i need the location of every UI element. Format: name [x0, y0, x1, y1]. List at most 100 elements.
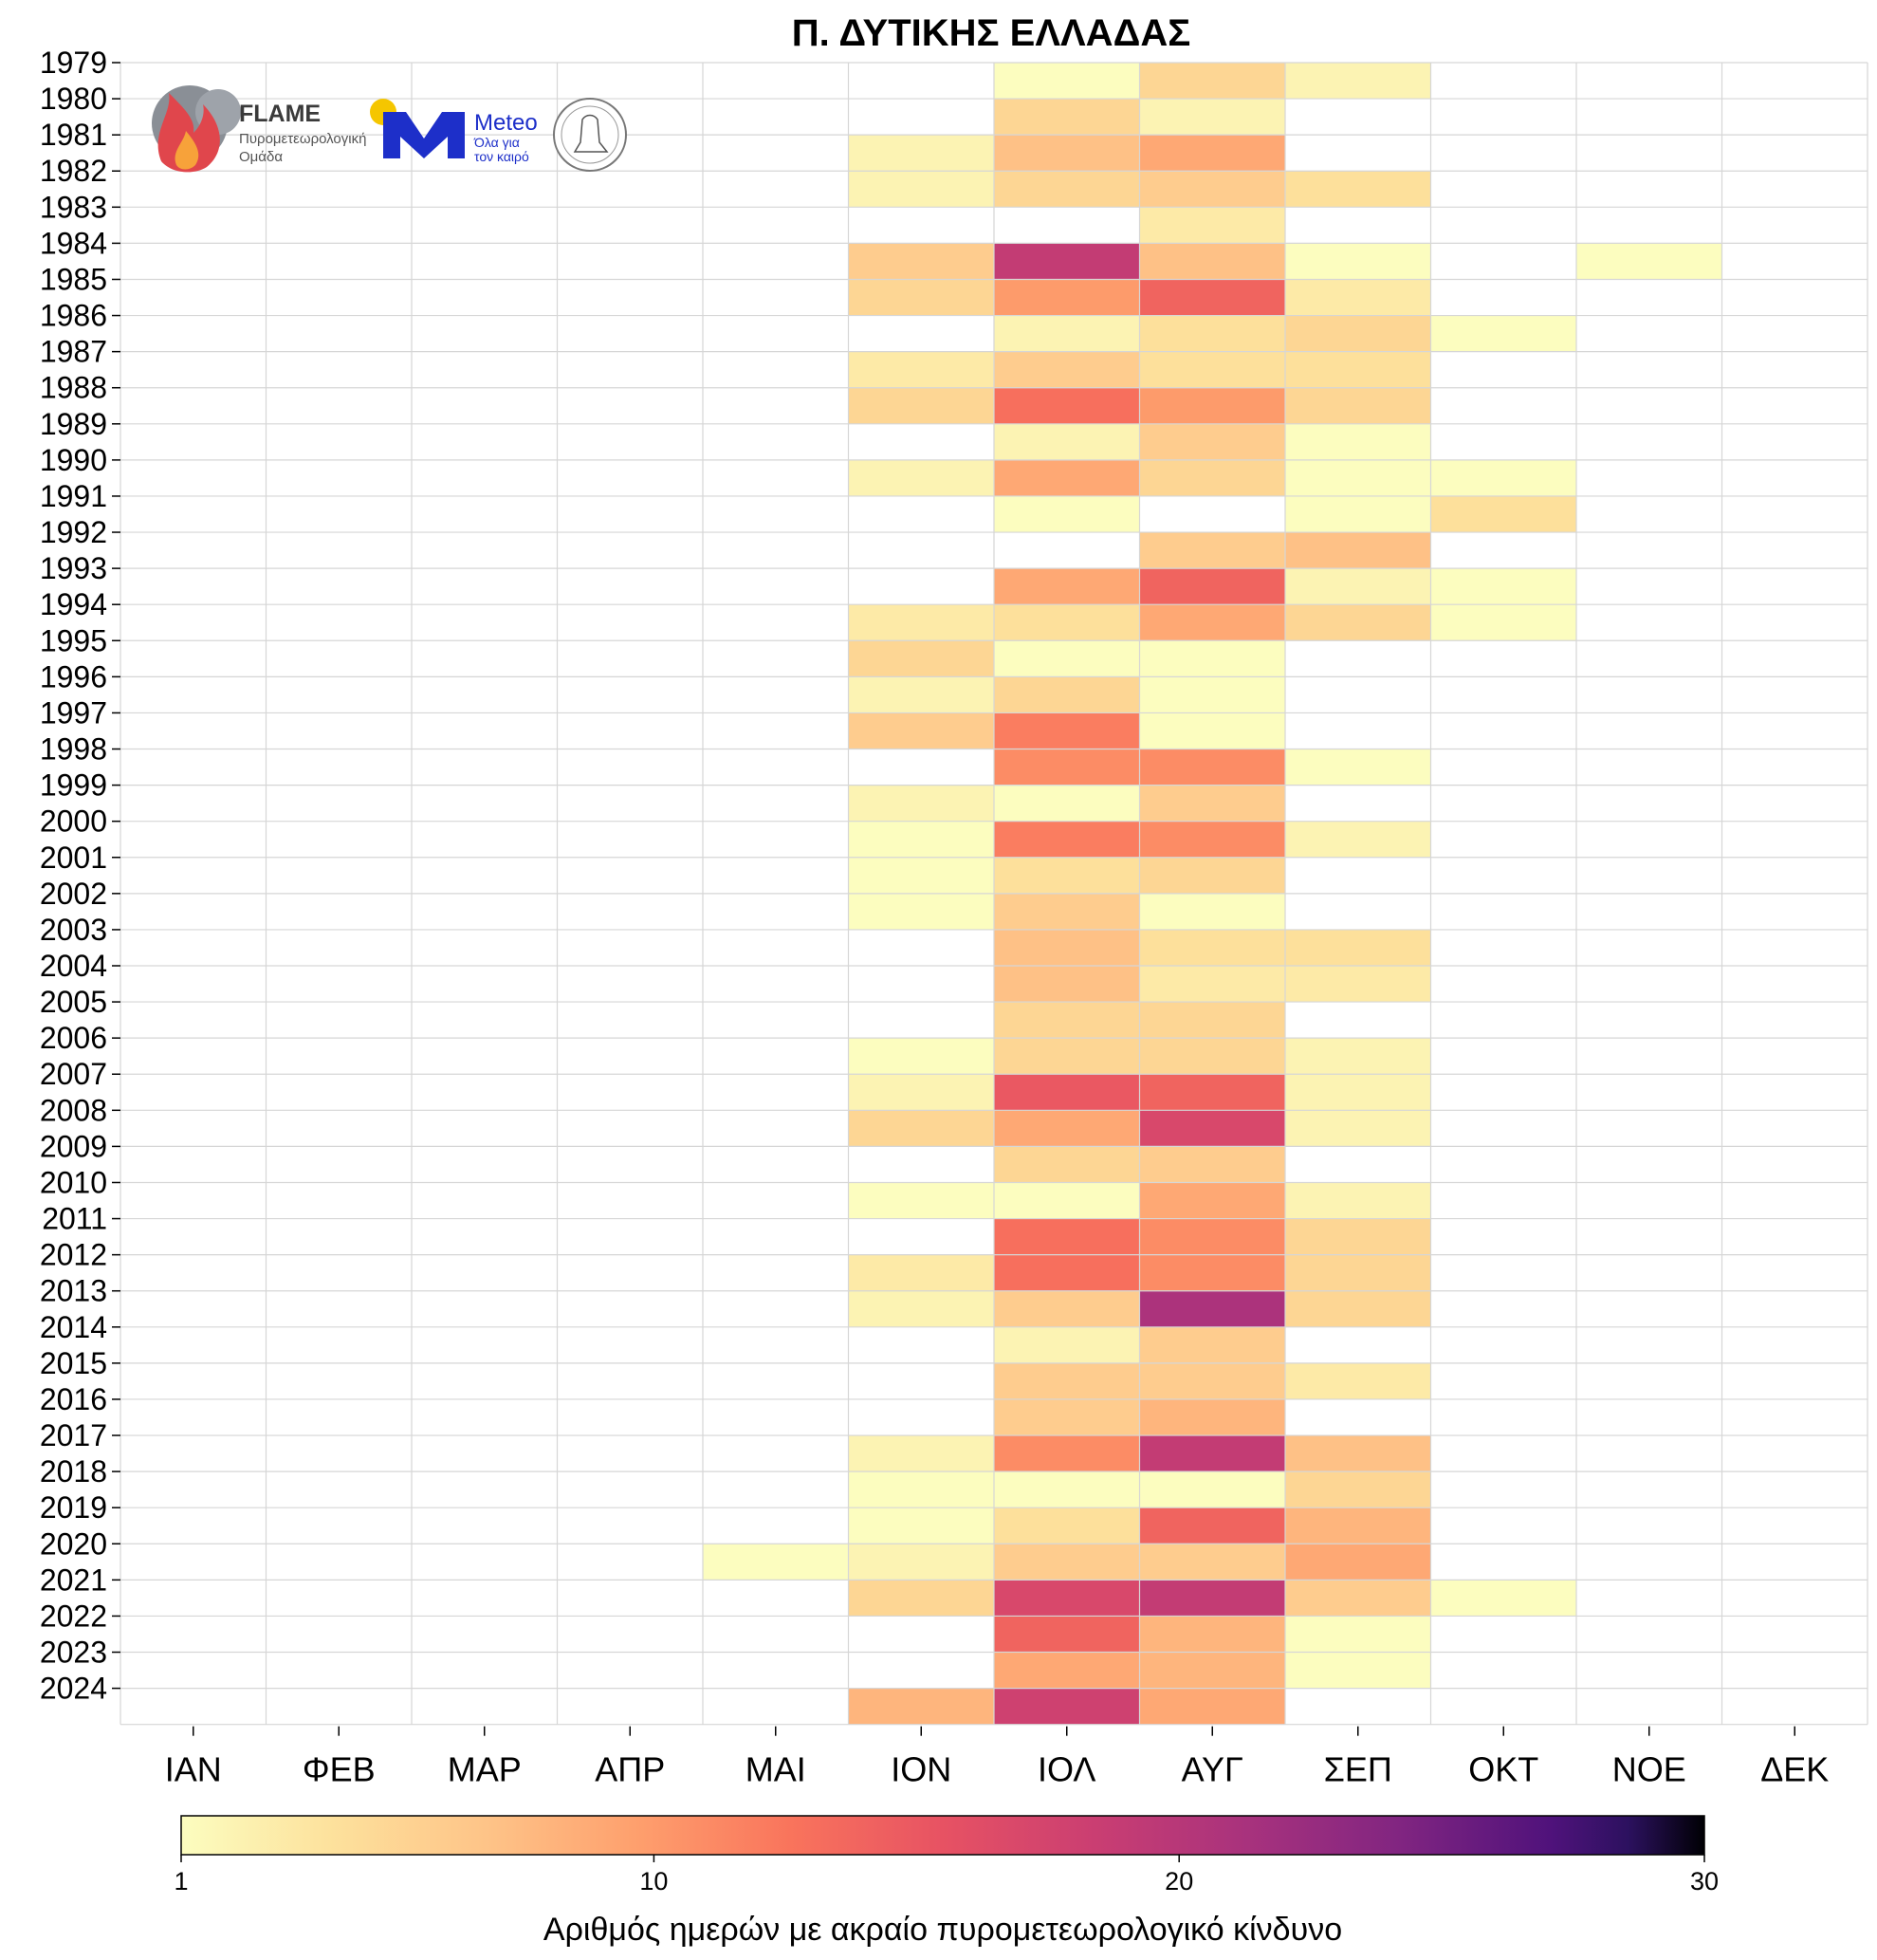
heatmap-cell-1985-ΣΕΠ	[1285, 279, 1431, 316]
heatmap-cell-1986-ΟΚΤ	[1430, 315, 1576, 352]
heatmap-cell-1992-ΣΕΠ	[1285, 532, 1431, 569]
year-label-2016: 2016	[40, 1382, 107, 1416]
year-label-1980: 1980	[40, 82, 107, 116]
heatmap-cell-1991-ΙΟΛ	[994, 495, 1140, 533]
heatmap-cell-1997-ΙΟΝ	[848, 712, 994, 749]
heatmap-cell-1999-ΑΥΓ	[1139, 785, 1285, 822]
year-label-1983: 1983	[40, 190, 107, 224]
heatmap-cell-2001-ΙΟΝ	[848, 857, 994, 894]
year-label-2008: 2008	[40, 1093, 107, 1127]
heatmap-cell-2015-ΣΕΠ	[1285, 1362, 1431, 1399]
heatmap-cell-1995-ΙΟΝ	[848, 640, 994, 677]
year-label-1990: 1990	[40, 443, 107, 477]
heatmap-cell-1993-ΙΟΛ	[994, 568, 1140, 605]
month-label-ΑΠΡ: ΑΠΡ	[595, 1750, 665, 1789]
heatmap-cell-2006-ΣΕΠ	[1285, 1038, 1431, 1075]
heatmap-cell-2000-ΙΟΝ	[848, 821, 994, 858]
heatmap-cell-2023-ΣΕΠ	[1285, 1652, 1431, 1689]
heatmap-cell-2018-ΙΟΝ	[848, 1471, 994, 1508]
flame-logo-name: FLAME	[239, 101, 321, 127]
month-label-ΑΥΓ: ΑΥΓ	[1182, 1750, 1243, 1789]
heatmap-cell-1994-ΟΚΤ	[1430, 604, 1576, 641]
year-label-1979: 1979	[40, 46, 107, 80]
heatmap-cell-2002-ΙΟΝ	[848, 893, 994, 930]
heatmap-cell-2012-ΣΕΠ	[1285, 1254, 1431, 1291]
heatmap-cell-2020-ΙΟΛ	[994, 1544, 1140, 1581]
heatmap-cell-2013-ΙΟΝ	[848, 1290, 994, 1327]
heatmap-cell-1995-ΙΟΛ	[994, 640, 1140, 677]
heatmap-cell-2016-ΑΥΓ	[1139, 1398, 1285, 1436]
heatmap-cell-2023-ΑΥΓ	[1139, 1652, 1285, 1689]
heatmap-cell-1986-ΙΟΛ	[994, 315, 1140, 352]
month-label-ΙΟΝ: ΙΟΝ	[891, 1750, 951, 1789]
heatmap-cell-1989-ΙΟΛ	[994, 423, 1140, 460]
year-label-2006: 2006	[40, 1021, 107, 1055]
heatmap-cell-1981-ΑΥΓ	[1139, 135, 1285, 172]
heatmap-cell-1990-ΑΥΓ	[1139, 459, 1285, 496]
month-label-ΜΑΡ: ΜΑΡ	[448, 1750, 522, 1789]
year-label-2022: 2022	[40, 1599, 107, 1633]
heatmap-cell-2021-ΙΟΛ	[994, 1580, 1140, 1617]
heatmap-cell-2007-ΑΥΓ	[1139, 1074, 1285, 1111]
heatmap-cell-1994-ΙΟΝ	[848, 604, 994, 641]
year-label-2018: 2018	[40, 1454, 107, 1488]
flame-logo: FLAME Πυρομετεωρολογική Ομάδα	[152, 85, 366, 173]
year-label-2015: 2015	[40, 1346, 107, 1380]
heatmap-cell-1994-ΣΕΠ	[1285, 604, 1431, 641]
heatmap-cell-1988-ΣΕΠ	[1285, 387, 1431, 424]
month-label-ΙΑΝ: ΙΑΝ	[165, 1750, 222, 1789]
heatmap-cell-2000-ΙΟΛ	[994, 821, 1140, 858]
heatmap-cell-1997-ΙΟΛ	[994, 712, 1140, 749]
year-label-1996: 1996	[40, 659, 107, 693]
heatmap-cell-2021-ΑΥΓ	[1139, 1580, 1285, 1617]
heatmap-cell-2014-ΙΟΛ	[994, 1326, 1140, 1363]
year-label-2023: 2023	[40, 1636, 107, 1670]
heatmap-cell-2011-ΣΕΠ	[1285, 1218, 1431, 1255]
heatmap-cell-2012-ΙΟΝ	[848, 1254, 994, 1291]
heatmap-cell-1980-ΙΟΛ	[994, 99, 1140, 136]
month-label-ΣΕΠ: ΣΕΠ	[1324, 1750, 1392, 1789]
heatmap-cell-2017-ΣΕΠ	[1285, 1435, 1431, 1472]
year-label-1981: 1981	[40, 118, 107, 152]
year-label-2007: 2007	[40, 1057, 107, 1091]
year-label-1985: 1985	[40, 262, 107, 296]
heatmap-cell-1987-ΙΟΛ	[994, 351, 1140, 388]
year-label-2001: 2001	[40, 841, 107, 875]
heatmap-cell-1982-ΣΕΠ	[1285, 171, 1431, 208]
heatmap-cell-1990-ΙΟΝ	[848, 459, 994, 496]
heatmap-cell-1988-ΙΟΛ	[994, 387, 1140, 424]
flame-logo-sub2: Ομάδα	[239, 149, 283, 165]
year-label-2020: 2020	[40, 1526, 107, 1561]
heatmap-cell-1993-ΟΚΤ	[1430, 568, 1576, 605]
heatmap-cell-1983-ΑΥΓ	[1139, 207, 1285, 244]
heatmap-cell-1985-ΑΥΓ	[1139, 279, 1285, 316]
heatmap-cell-2018-ΙΟΛ	[994, 1471, 1140, 1508]
observatory-seal	[553, 98, 627, 172]
heatmap-cell-2024-ΑΥΓ	[1139, 1688, 1285, 1725]
heatmap-cell-2018-ΣΕΠ	[1285, 1471, 1431, 1508]
year-label-2010: 2010	[40, 1165, 107, 1199]
year-label-1995: 1995	[40, 623, 107, 657]
heatmap-cell-2006-ΙΟΝ	[848, 1038, 994, 1075]
year-label-1987: 1987	[40, 335, 107, 369]
year-label-1982: 1982	[40, 154, 107, 188]
year-label-2021: 2021	[40, 1562, 107, 1597]
heatmap-cell-1999-ΙΟΝ	[848, 785, 994, 822]
heatmap-cell-2015-ΙΟΛ	[994, 1362, 1140, 1399]
seal-outer-ring	[553, 98, 627, 172]
heatmap-cell-2012-ΙΟΛ	[994, 1254, 1140, 1291]
heatmap-cell-1986-ΑΥΓ	[1139, 315, 1285, 352]
heatmap-cell-2004-ΙΟΛ	[994, 966, 1140, 1003]
meteo-logo: Meteo Όλα για τον καιρό	[370, 99, 538, 164]
heatmap-cell-1985-ΙΟΛ	[994, 279, 1140, 316]
heatmap-cell-2003-ΙΟΛ	[994, 929, 1140, 966]
year-label-2002: 2002	[40, 877, 107, 911]
heatmap-cell-2010-ΑΥΓ	[1139, 1182, 1285, 1219]
heatmap-cell-2020-ΙΟΝ	[848, 1544, 994, 1581]
flame-inner-icon	[175, 131, 199, 170]
heatmap-cell-2004-ΑΥΓ	[1139, 966, 1285, 1003]
heatmap-cell-1996-ΙΟΝ	[848, 676, 994, 713]
chart-title: Π. ΔΥΤΙΚΗΣ ΕΛΛΑΔΑΣ	[792, 12, 1190, 54]
heatmap-cell-1984-ΑΥΓ	[1139, 243, 1285, 280]
year-label-2005: 2005	[40, 985, 107, 1019]
